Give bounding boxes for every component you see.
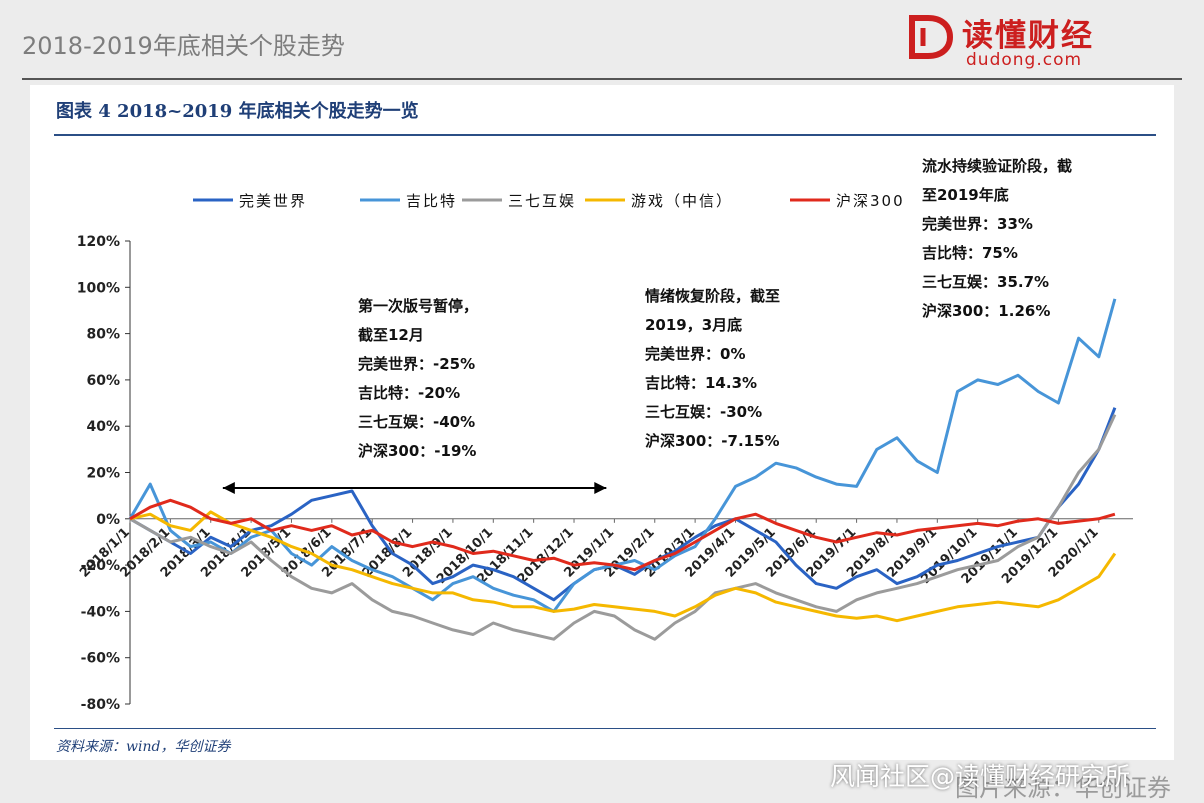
- y-tick-label: 20%: [86, 466, 120, 482]
- annotation-line: 截至12月: [358, 326, 424, 344]
- annotation-line: 三七互娱：-30%: [645, 403, 763, 421]
- figure-bottom-rule: [54, 728, 1156, 729]
- series-line: [129, 510, 1117, 623]
- arrow-head-left: [222, 482, 235, 494]
- y-tick-label: 40%: [86, 419, 120, 435]
- y-tick-label: 100%: [77, 280, 120, 296]
- y-tick-label: -20%: [81, 558, 120, 574]
- image-source-watermark: 图片来源：华创证券: [955, 774, 1171, 802]
- legend-label: 完美世界: [239, 192, 307, 210]
- annotation-line: 吉比特：-20%: [358, 384, 461, 402]
- annotation-line: 第一次版号暂停，: [358, 297, 479, 315]
- legend-label: 游戏（中信）: [631, 192, 733, 210]
- figure-source: 资料来源：wind，华创证券: [56, 739, 231, 755]
- annotation-line: 沪深300：-7.15%: [645, 432, 780, 450]
- annotation-line: 沪深300：-19%: [358, 442, 477, 460]
- annotation-line: 2019，3月底: [645, 316, 743, 334]
- y-tick-label: 120%: [77, 234, 120, 250]
- brand-domain: dudong.com: [966, 50, 1083, 70]
- y-tick-label: -40%: [81, 604, 120, 620]
- annotation-line: 沪深300：1.26%: [922, 302, 1051, 320]
- brand-mark-icon: [909, 15, 954, 59]
- y-tick-label: -80%: [81, 697, 120, 713]
- annotation-line: 吉比特：75%: [922, 244, 1018, 262]
- annotation-line: 三七互娱：-40%: [358, 413, 476, 431]
- annotation-period1: 第一次版号暂停， 截至12月完美世界：-25% 吉比特：-20% 三七互娱：-40% 沪…: [358, 292, 478, 466]
- brand-logo: 读懂财经 dudong.com: [906, 8, 1136, 72]
- legend-label: 三七互娱: [508, 192, 576, 210]
- series-line: [129, 407, 1117, 602]
- annotation-line: 至2019年底: [922, 186, 1009, 204]
- annotation-line: 三七互娱：35.7%: [922, 273, 1050, 291]
- annotation-line: 情绪恢复阶段，截至: [645, 287, 781, 305]
- y-tick-label: -60%: [81, 651, 120, 667]
- slide-title: 2018-2019年底相关个股走势: [22, 32, 345, 60]
- legend-label: 沪深300: [836, 192, 905, 210]
- annotation-line: 完美世界：0%: [645, 345, 746, 363]
- series-line: [129, 413, 1117, 641]
- annotation-line: 完美世界：-25%: [358, 355, 476, 373]
- header-divider: [22, 78, 1182, 80]
- series-line: [129, 498, 1116, 572]
- figure-title: 图表 4 2018~2019 年底相关个股走势一览: [56, 101, 419, 122]
- y-tick-label: 0%: [96, 512, 120, 528]
- brand-name: 读懂财经: [962, 18, 1094, 54]
- y-tick-label: 80%: [86, 327, 120, 343]
- community-watermark: 风闻社区@读懂财经研究所: [830, 762, 1131, 791]
- arrow-head-right: [594, 482, 607, 494]
- annotation-line: 完美世界：33%: [922, 215, 1033, 233]
- annotation-period2: 情绪恢复阶段，截至 2019，3月底 完美世界：0% 吉比特：14.3% 三七互娱：-3…: [645, 282, 780, 456]
- annotation-line: 流水持续验证阶段，截: [922, 157, 1073, 175]
- y-tick-label: 60%: [86, 373, 120, 389]
- series-line: [128, 298, 1117, 613]
- annotation-period3: 流水持续验证阶段，截 至2019年底完美世界：33% 吉比特：75% 三七互娱：35.…: [922, 152, 1072, 326]
- figure-panel: [30, 85, 1174, 760]
- figure-title-rule: [54, 134, 1156, 136]
- legend-label: 吉比特: [406, 192, 457, 210]
- annotation-line: 吉比特：14.3%: [645, 374, 758, 392]
